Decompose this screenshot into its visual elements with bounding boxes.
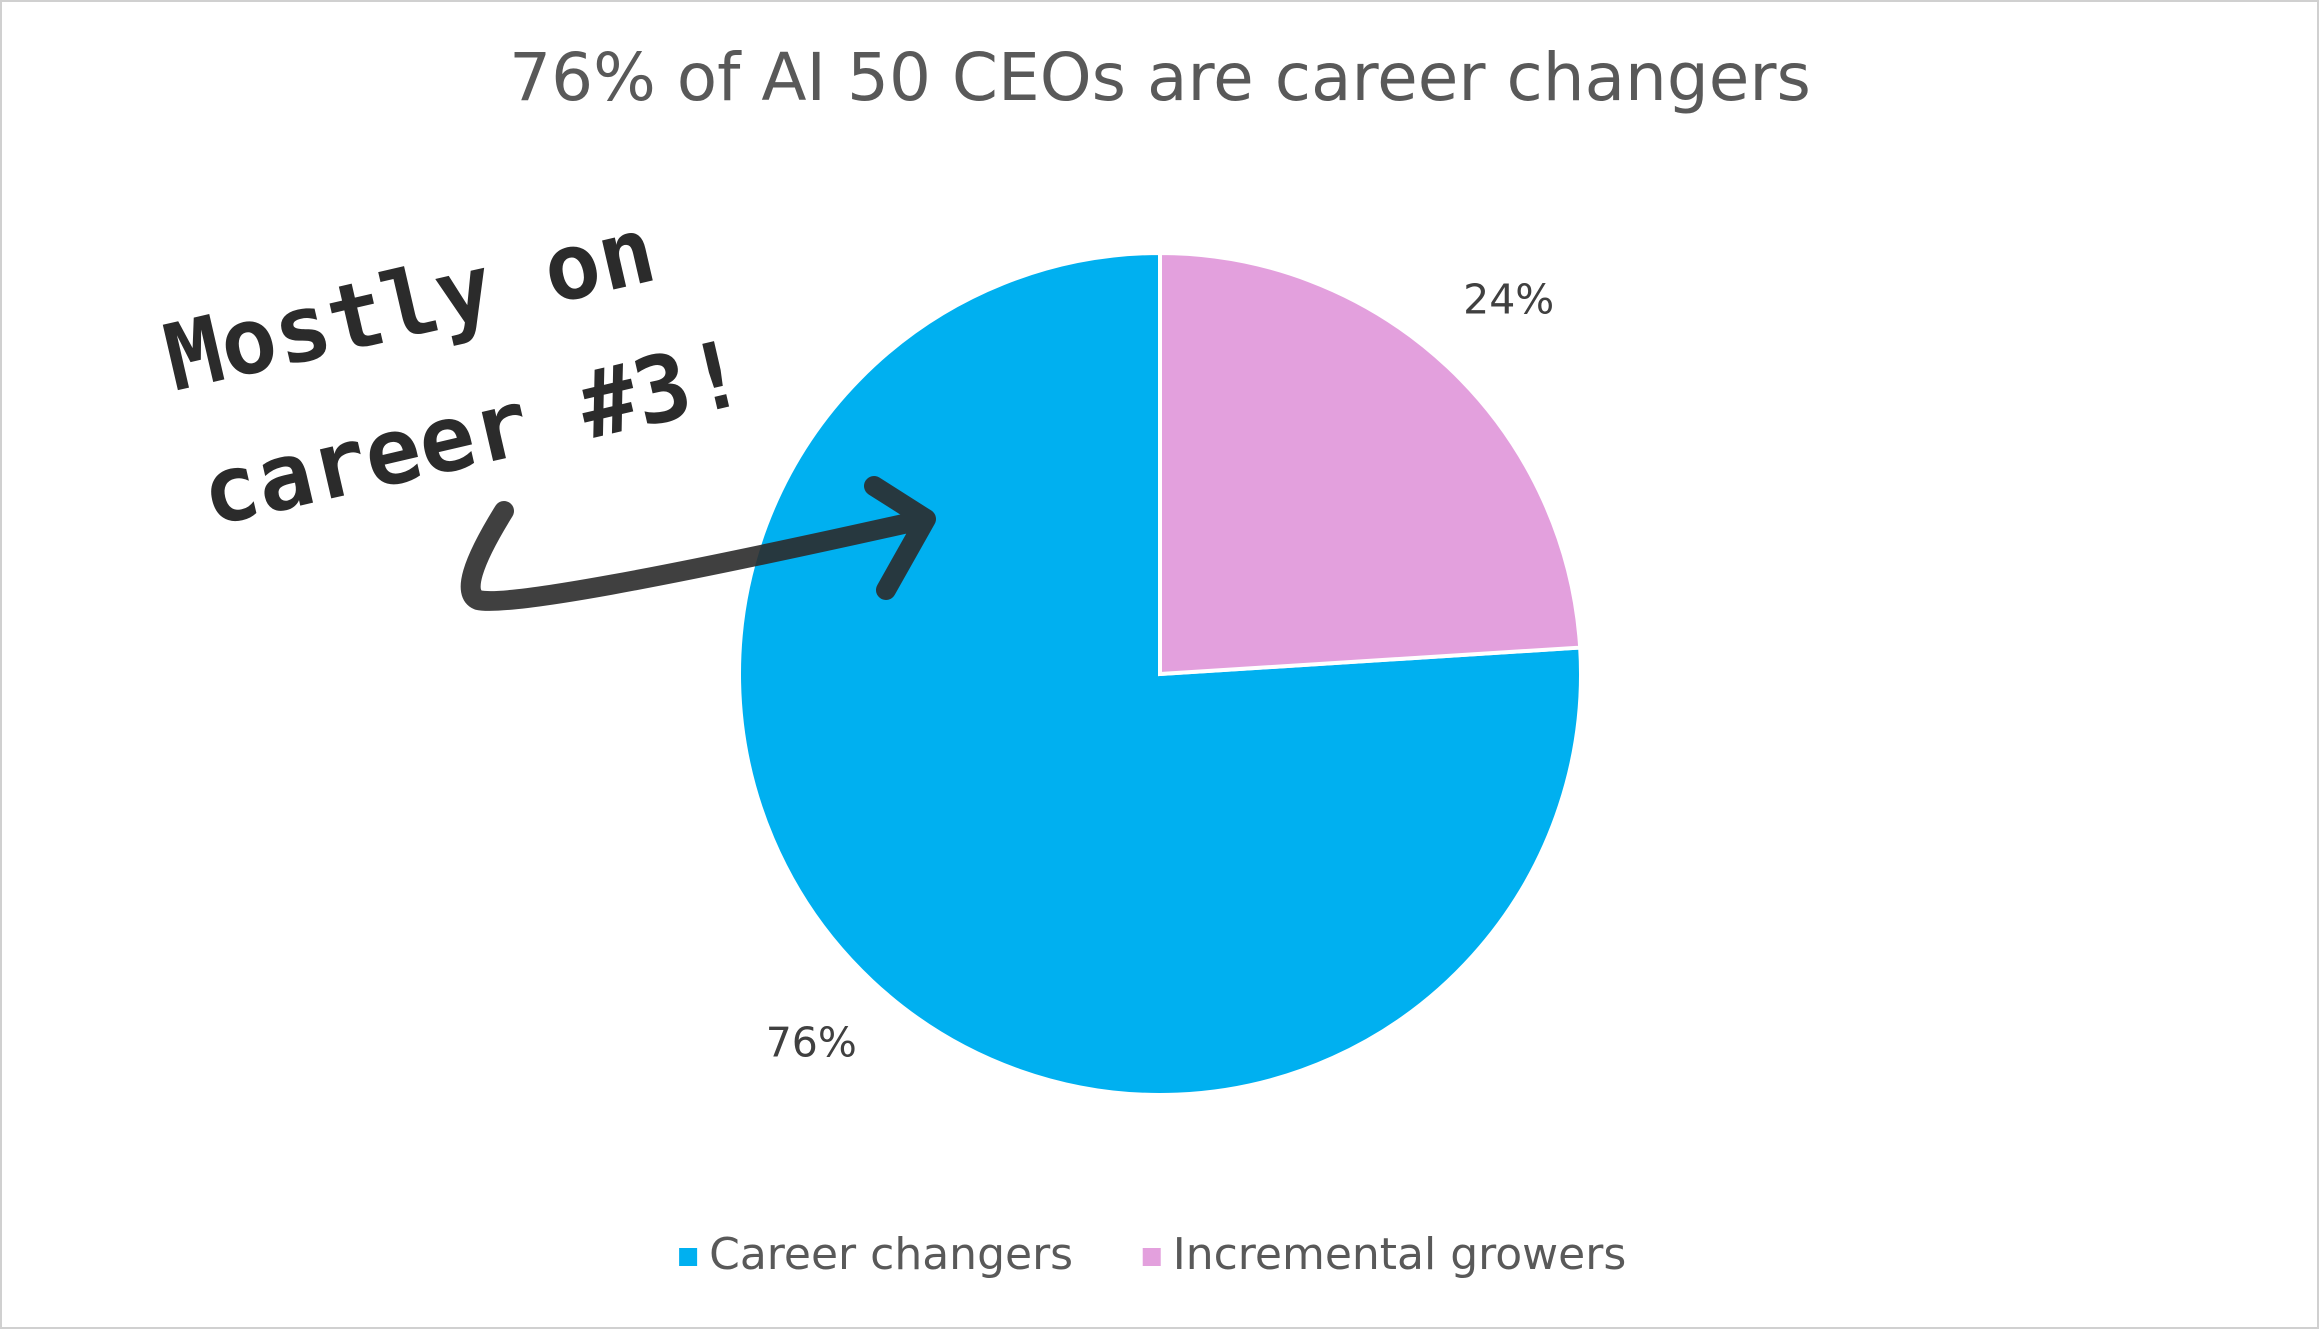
annotation-arrow: [460, 476, 936, 611]
legend-label: Career changers: [709, 1229, 1073, 1280]
legend-swatch: [679, 1248, 698, 1266]
chart-title: 76% of AI 50 CEOs are career changers: [509, 39, 1811, 116]
legend: Career changers Incremental growers: [679, 1229, 1626, 1280]
data-label: 24%: [1463, 276, 1554, 324]
legend-swatch: [1142, 1248, 1161, 1266]
legend-label: Incremental growers: [1173, 1229, 1627, 1280]
pie: 76% 24%: [737, 250, 1583, 1097]
pie-slice: [1158, 250, 1583, 677]
data-label: 76%: [766, 1018, 857, 1066]
